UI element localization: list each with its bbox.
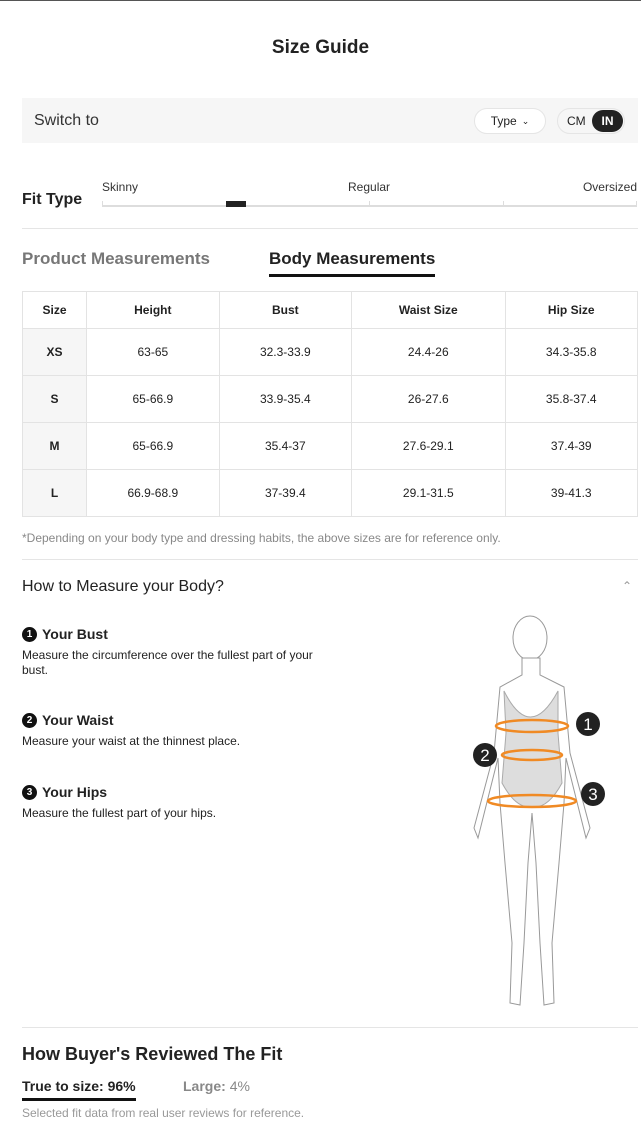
chevron-up-icon[interactable]: ⌃ bbox=[622, 579, 633, 593]
table-row: L 66.9-68.9 37-39.4 29.1-31.5 39-41.3 bbox=[21, 469, 638, 517]
page-title: Size Guide bbox=[271, 37, 370, 58]
review-note: Selected fit data from real user reviews… bbox=[22, 1106, 305, 1120]
large-value: 4% bbox=[229, 1078, 250, 1094]
measure-title: Your Waist bbox=[42, 712, 114, 728]
number-2-icon: 2 bbox=[22, 712, 37, 728]
table-cell: 35.8-37.4 bbox=[504, 375, 638, 423]
table-row: S 65-66.9 33.9-35.4 26-27.6 35.8-37.4 bbox=[21, 375, 638, 423]
table-cell: 33.9-35.4 bbox=[218, 375, 353, 423]
review-title: How Buyer's Reviewed The Fit bbox=[22, 1044, 283, 1064]
table-cell: 35.4-37 bbox=[218, 422, 353, 470]
measure-waist: 2 Your Waist Measure your waist at the thi… bbox=[22, 712, 342, 749]
fit-regular: Regular bbox=[348, 180, 391, 194]
switch-label: Switch to bbox=[34, 111, 99, 129]
table-cell: 65-66.9 bbox=[86, 375, 220, 423]
table-cell: 24.4-26 bbox=[351, 328, 506, 376]
table-cell: 37.4-39 bbox=[504, 422, 638, 470]
number-1-icon: 1 bbox=[22, 626, 37, 642]
fit-oversized: Oversized bbox=[582, 180, 637, 194]
table-row: XS 63-65 32.3-33.9 24.4-26 34.3-35.8 bbox=[21, 328, 638, 376]
table-cell: 34.3-35.8 bbox=[504, 328, 638, 376]
measure-title: Your Bust bbox=[42, 626, 108, 642]
col-height: Height bbox=[86, 291, 220, 329]
true-value: 96% bbox=[107, 1078, 136, 1094]
table-cell: 63-65 bbox=[86, 328, 220, 376]
true-label: True to size: bbox=[22, 1078, 104, 1094]
measure-desc: Measure the fullest part of your hips. bbox=[22, 806, 217, 820]
table-header-row: Size Height Bust Waist Size Hip Size bbox=[21, 291, 638, 329]
table-cell: M bbox=[21, 422, 88, 470]
col-waist: Waist Size bbox=[351, 291, 506, 329]
fit-scale-track bbox=[102, 201, 637, 207]
type-dropdown[interactable]: Type ⌄ bbox=[474, 108, 546, 134]
body-figure-illustration: 1 2 3 bbox=[473, 615, 605, 1006]
table-row: M 65-66.9 35.4-37 27.6-29.1 37.4-39 bbox=[21, 422, 638, 470]
number-3-icon: 3 bbox=[22, 784, 37, 800]
measure-desc: Measure your waist at the thinnest place… bbox=[22, 734, 241, 748]
measure-title: Your Hips bbox=[42, 784, 108, 800]
table-cell: 26-27.6 bbox=[351, 375, 506, 423]
col-hip: Hip Size bbox=[504, 291, 638, 329]
large-label: Large: bbox=[183, 1078, 226, 1094]
svg-text:2: 2 bbox=[480, 746, 489, 765]
chevron-down-icon: ⌄ bbox=[521, 115, 530, 126]
measure-desc: Measure the circumference over the fulle… bbox=[22, 648, 313, 677]
measure-hips: 3 Your Hips Measure the fullest part of yo… bbox=[22, 784, 342, 821]
unit-in[interactable]: IN bbox=[592, 110, 623, 132]
table-cell: 37-39.4 bbox=[218, 469, 353, 517]
table-cell: 27.6-29.1 bbox=[351, 422, 506, 470]
svg-text:3: 3 bbox=[588, 785, 597, 804]
review-true-to-size[interactable]: True to size: 96% bbox=[22, 1078, 136, 1101]
tab-product-measurements[interactable]: Product Measurements bbox=[22, 249, 210, 268]
type-label: Type bbox=[490, 114, 517, 128]
table-cell: 32.3-33.9 bbox=[218, 328, 353, 376]
size-table: Size Height Bust Waist Size Hip Size XS 6… bbox=[21, 291, 638, 517]
tab-body-measurements[interactable]: Body Measurements bbox=[269, 249, 436, 277]
fit-skinny: Skinny bbox=[102, 180, 139, 194]
measure-bust: 1 Your Bust Measure the circumference over… bbox=[22, 626, 342, 678]
svg-text:1: 1 bbox=[583, 715, 592, 734]
howto-title[interactable]: How to Measure your Body? bbox=[22, 578, 224, 595]
unit-toggle[interactable]: CM IN bbox=[557, 108, 625, 134]
fit-type-label: Fit Type bbox=[22, 191, 83, 208]
review-large[interactable]: Large: 4% bbox=[183, 1078, 250, 1094]
table-cell: 29.1-31.5 bbox=[351, 469, 506, 517]
table-cell: L bbox=[21, 469, 88, 517]
unit-switch-bar: Switch to Type ⌄ CM IN bbox=[22, 98, 638, 143]
unit-cm[interactable]: CM bbox=[567, 114, 586, 128]
col-size: Size bbox=[21, 291, 88, 329]
table-cell: XS bbox=[21, 328, 88, 376]
table-cell: 65-66.9 bbox=[86, 422, 220, 470]
col-bust: Bust bbox=[218, 291, 353, 329]
measure-number-badges: 1 2 3 bbox=[473, 712, 605, 806]
table-cell: 66.9-68.9 bbox=[86, 469, 220, 517]
fit-marker bbox=[225, 201, 246, 207]
size-note: *Depending on your body type and dressin… bbox=[22, 531, 501, 545]
table-cell: S bbox=[21, 375, 88, 423]
table-cell: 39-41.3 bbox=[504, 469, 638, 517]
